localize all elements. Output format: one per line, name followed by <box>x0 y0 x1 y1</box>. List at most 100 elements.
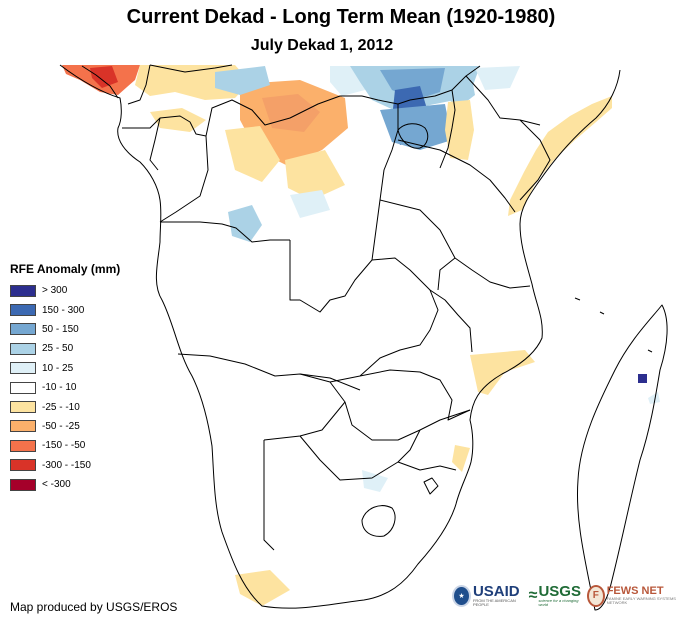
anomaly-patch-central-core <box>262 94 320 132</box>
legend: RFE Anomaly (mm) > 300 150 - 300 50 - 15… <box>10 262 120 494</box>
border-zimbabwe-north <box>359 369 471 421</box>
legend-row: -300 - -150 <box>10 456 120 475</box>
seychelles-islets <box>574 297 605 315</box>
legend-swatch <box>10 323 36 336</box>
anomaly-patch-mozambique-dry <box>470 350 535 395</box>
usaid-name: USAID <box>472 583 520 600</box>
legend-swatch <box>10 439 36 452</box>
border-botswana-south <box>299 429 421 481</box>
legend-label: > 300 <box>42 285 68 297</box>
border-cameroon-chad <box>149 64 233 73</box>
legend-swatch <box>10 420 36 433</box>
border-south-africa-mozambique <box>397 461 457 471</box>
border-nigeria-cameroon <box>127 64 151 105</box>
border-zimbabwe-south <box>329 381 471 441</box>
anomaly-patch-ethiopia-wet-light <box>475 66 520 90</box>
anomaly-layer <box>62 65 660 606</box>
legend-swatch <box>10 362 36 375</box>
anomaly-patch-lake-victoria-wet <box>380 104 452 150</box>
legend-label: -150 - -50 <box>42 440 86 452</box>
mauritius-islet <box>647 349 653 353</box>
border-botswana-west <box>263 401 346 441</box>
border-tanzania-south <box>379 199 531 289</box>
border-drc-angola-north <box>160 221 290 243</box>
legend-swatch <box>10 478 36 491</box>
legend-row: -25 - -10 <box>10 397 120 416</box>
anomaly-patch-sudan-wet-strong <box>380 68 445 100</box>
legend-label: -50 - -25 <box>42 420 80 432</box>
legend-swatch <box>10 459 36 472</box>
legend-row: -150 - -50 <box>10 436 120 455</box>
anomaly-patch-drc-east-dry <box>285 150 345 200</box>
anomaly-patch-madagascar-wet-light <box>648 392 660 404</box>
africa-coastline <box>59 64 621 609</box>
legend-row: 25 - 50 <box>10 339 120 358</box>
border-ethiopia-kenya <box>465 75 541 126</box>
border-zambia-mozambique <box>359 257 439 377</box>
border-car-south <box>205 95 362 137</box>
legend-swatch <box>10 401 36 414</box>
border-uganda-kenya <box>439 89 456 169</box>
anomaly-patch-cameroon-wet <box>215 66 270 95</box>
map-title: Current Dekad - Long Term Mean (1920-198… <box>126 6 556 28</box>
border-caprivi <box>299 373 361 391</box>
usgs-wave-icon: ≈ <box>528 586 538 604</box>
border-malawi <box>429 289 473 353</box>
legend-swatch <box>10 284 36 297</box>
anomaly-patch-kenya-dry <box>445 100 474 160</box>
map-credit: Map produced by USGS/EROS <box>10 600 178 614</box>
anomaly-patch-west-africa-core <box>90 66 118 88</box>
anomaly-patch-somalia-coast-dry <box>508 96 612 216</box>
fews-net-tagline: FAMINE EARLY WARNING SYSTEMS NETWORK <box>606 596 676 605</box>
usgs-name: USGS <box>538 583 581 600</box>
anomaly-map <box>59 60 668 611</box>
border-lesotho <box>361 505 396 537</box>
anomaly-patch-madagascar-wet-max <box>638 374 647 383</box>
border-kenya-tanzania <box>397 139 516 213</box>
legend-label: -10 - 10 <box>42 382 77 394</box>
border-malawi-north <box>437 257 456 291</box>
legend-row: -10 - 10 <box>10 378 120 397</box>
anomaly-patch-drc-dry <box>225 126 280 182</box>
legend-row: 10 - 25 <box>10 359 120 378</box>
border-drc-sudan <box>361 95 411 105</box>
legend-swatch <box>10 381 36 394</box>
logo-strip: ★ USAID FROM THE AMERICAN PEOPLE ≈ USGS … <box>452 584 682 607</box>
fews-net-name: FEWS NET <box>606 585 664 597</box>
legend-swatch <box>10 342 36 355</box>
anomaly-patch-congo-wet-light <box>290 190 330 218</box>
legend-row: > 300 <box>10 281 120 300</box>
legend-row: 150 - 300 <box>10 300 120 319</box>
legend-row: -50 - -25 <box>10 417 120 436</box>
border-congo-drc-west <box>159 135 209 223</box>
legend-swatch <box>10 304 36 317</box>
anomaly-patch-angola-wet <box>228 205 262 242</box>
border-gabon-congo <box>149 117 161 171</box>
legend-row: 50 - 150 <box>10 320 120 339</box>
anomaly-patch-south-africa-wet-light <box>362 470 388 492</box>
border-gabon-north <box>122 115 207 137</box>
border-namibia-south-africa <box>263 440 275 551</box>
legend-label: < -300 <box>42 479 71 491</box>
fews-net-seal-icon: F <box>586 584 605 607</box>
legend-label: -25 - -10 <box>42 401 80 413</box>
usgs-logo: ≈ USGS science for a changing world <box>529 584 581 607</box>
lake-victoria <box>397 123 429 149</box>
usaid-seal-icon: ★ <box>452 584 471 607</box>
legend-label: 150 - 300 <box>42 304 85 316</box>
anomaly-patch-s-mozambique-dry <box>452 445 470 472</box>
usaid-tagline: FROM THE AMERICAN PEOPLE <box>472 598 516 607</box>
usaid-logo: ★ USAID FROM THE AMERICAN PEOPLE <box>452 584 523 607</box>
fews-net-logo: F FEWS NET FAMINE EARLY WARNING SYSTEMS … <box>586 584 676 607</box>
border-kenya-somalia <box>519 119 551 201</box>
border-angola-namibia <box>177 353 361 383</box>
legend-title: RFE Anomaly (mm) <box>10 262 121 276</box>
border-layer <box>59 64 668 611</box>
anomaly-patch-cape-dry <box>235 570 290 606</box>
border-eswatini <box>423 477 439 495</box>
madagascar-coastline <box>577 304 668 611</box>
border-angola-zambia <box>289 240 373 313</box>
legend-label: 50 - 150 <box>42 323 79 335</box>
border-gulf-west <box>81 65 119 99</box>
legend-label: 25 - 50 <box>42 343 74 355</box>
